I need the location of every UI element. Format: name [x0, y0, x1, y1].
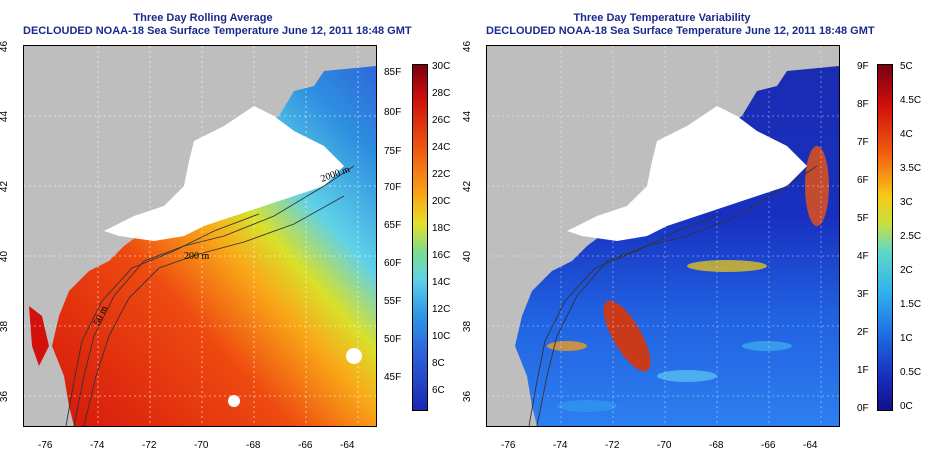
cloud-patch	[228, 395, 240, 407]
y-tick-36: 36	[462, 390, 474, 403]
y-tick-40: 40	[462, 250, 474, 263]
colorbar-c-1: 1C	[900, 333, 913, 344]
colorbar-c-24: 24C	[432, 142, 451, 153]
grid-lines	[24, 46, 376, 426]
cloud-mask	[567, 106, 807, 241]
x-tick--70: -70	[657, 440, 672, 451]
x-tick--76: -76	[38, 440, 53, 451]
colorbar-c-0: 0C	[900, 401, 913, 412]
variability-patches	[547, 146, 829, 412]
sst-variability-map	[486, 45, 840, 427]
colorbar-f-75: 75F	[384, 146, 402, 157]
colorbar-f-45: 45F	[384, 372, 402, 383]
colorbar-f-6: 6F	[857, 175, 869, 186]
colorbar-c-14: 14C	[432, 277, 451, 288]
colorbar-f-60: 60F	[384, 258, 402, 269]
colorbar-c-10: 10C	[432, 331, 451, 342]
colorbar-f-85: 85F	[384, 67, 402, 78]
right-map-title: Three Day Temperature Variability	[573, 12, 751, 24]
colorbar-f-8: 8F	[857, 99, 869, 110]
colorbar-f-50: 50F	[384, 334, 402, 345]
colorbar-f-7: 7F	[857, 137, 869, 148]
colorbar-f-3: 3F	[857, 289, 869, 300]
colorbar-f-5: 5F	[857, 213, 869, 224]
colorbar-f-0: 0F	[857, 403, 869, 414]
y-tick-42: 42	[0, 180, 11, 193]
colorbar-c-1.5: 1.5C	[900, 299, 922, 310]
colorbar-c-12: 12C	[432, 304, 451, 315]
grid-lines	[487, 46, 839, 426]
colorbar-f-65: 65F	[384, 220, 402, 231]
colorbar-f-2: 2F	[857, 327, 869, 338]
y-tick-44: 44	[462, 110, 474, 123]
y-tick-38: 38	[462, 320, 474, 333]
estuary	[29, 306, 49, 366]
colorbar-c-6: 6C	[432, 385, 445, 396]
sst-colorbar	[412, 64, 428, 411]
left-map-title: Three Day Rolling Average	[133, 12, 273, 24]
colorbar-c-2: 2C	[900, 265, 913, 276]
colorbar-c-3: 3C	[900, 197, 913, 208]
right-map-subtitle: DECLOUDED NOAA-18 Sea Surface Temperatur…	[486, 25, 875, 37]
y-tick-46: 46	[462, 40, 474, 53]
x-tick--70: -70	[194, 440, 209, 451]
colorbar-c-26: 26C	[432, 115, 451, 126]
x-tick--72: -72	[605, 440, 620, 451]
x-tick--68: -68	[709, 440, 724, 451]
y-tick-44: 44	[0, 110, 11, 123]
colorbar-c-18: 18C	[432, 223, 451, 234]
colorbar-c-2.5: 2.5C	[900, 231, 922, 242]
y-tick-38: 38	[0, 320, 11, 333]
bathymetry-contours	[65, 165, 355, 426]
colorbar-c-3.5: 3.5C	[900, 163, 922, 174]
colorbar-c-20: 20C	[432, 196, 451, 207]
land-mass	[24, 46, 376, 426]
x-tick--74: -74	[90, 440, 105, 451]
bathymetry-contours	[528, 165, 818, 426]
contour-label-200: 200 m	[184, 251, 210, 262]
x-tick--64: -64	[803, 440, 818, 451]
colorbar-c-4: 4C	[900, 129, 913, 140]
colorbar-f-55: 55F	[384, 296, 402, 307]
y-tick-40: 40	[0, 250, 11, 263]
colorbar-f-1: 1F	[857, 365, 869, 376]
variability-colorbar	[877, 64, 893, 411]
colorbar-c-8: 8C	[432, 358, 445, 369]
x-tick--64: -64	[340, 440, 355, 451]
colorbar-f-70: 70F	[384, 182, 402, 193]
colorbar-c-0.5: 0.5C	[900, 367, 922, 378]
colorbar-c-30: 30C	[432, 61, 451, 72]
x-tick--68: -68	[246, 440, 261, 451]
colorbar-f-4: 4F	[857, 251, 869, 262]
y-tick-46: 46	[0, 40, 11, 53]
cloud-patch	[346, 348, 362, 364]
x-tick--66: -66	[761, 440, 776, 451]
land-mass	[487, 46, 839, 426]
sst-average-map: 2000 m 200 m 50 m	[23, 45, 377, 427]
left-map-subtitle: DECLOUDED NOAA-18 Sea Surface Temperatur…	[23, 25, 412, 37]
colorbar-f-9: 9F	[857, 61, 869, 72]
colorbar-c-16: 16C	[432, 250, 451, 261]
y-tick-36: 36	[0, 390, 11, 403]
x-tick--74: -74	[553, 440, 568, 451]
colorbar-c-5: 5C	[900, 61, 913, 72]
y-tick-42: 42	[462, 180, 474, 193]
colorbar-c-22: 22C	[432, 169, 451, 180]
x-tick--76: -76	[501, 440, 516, 451]
cloud-mask	[104, 106, 344, 241]
x-tick--66: -66	[298, 440, 313, 451]
colorbar-c-28: 28C	[432, 88, 451, 99]
colorbar-f-80: 80F	[384, 107, 402, 118]
colorbar-c-4.5: 4.5C	[900, 95, 922, 106]
x-tick--72: -72	[142, 440, 157, 451]
